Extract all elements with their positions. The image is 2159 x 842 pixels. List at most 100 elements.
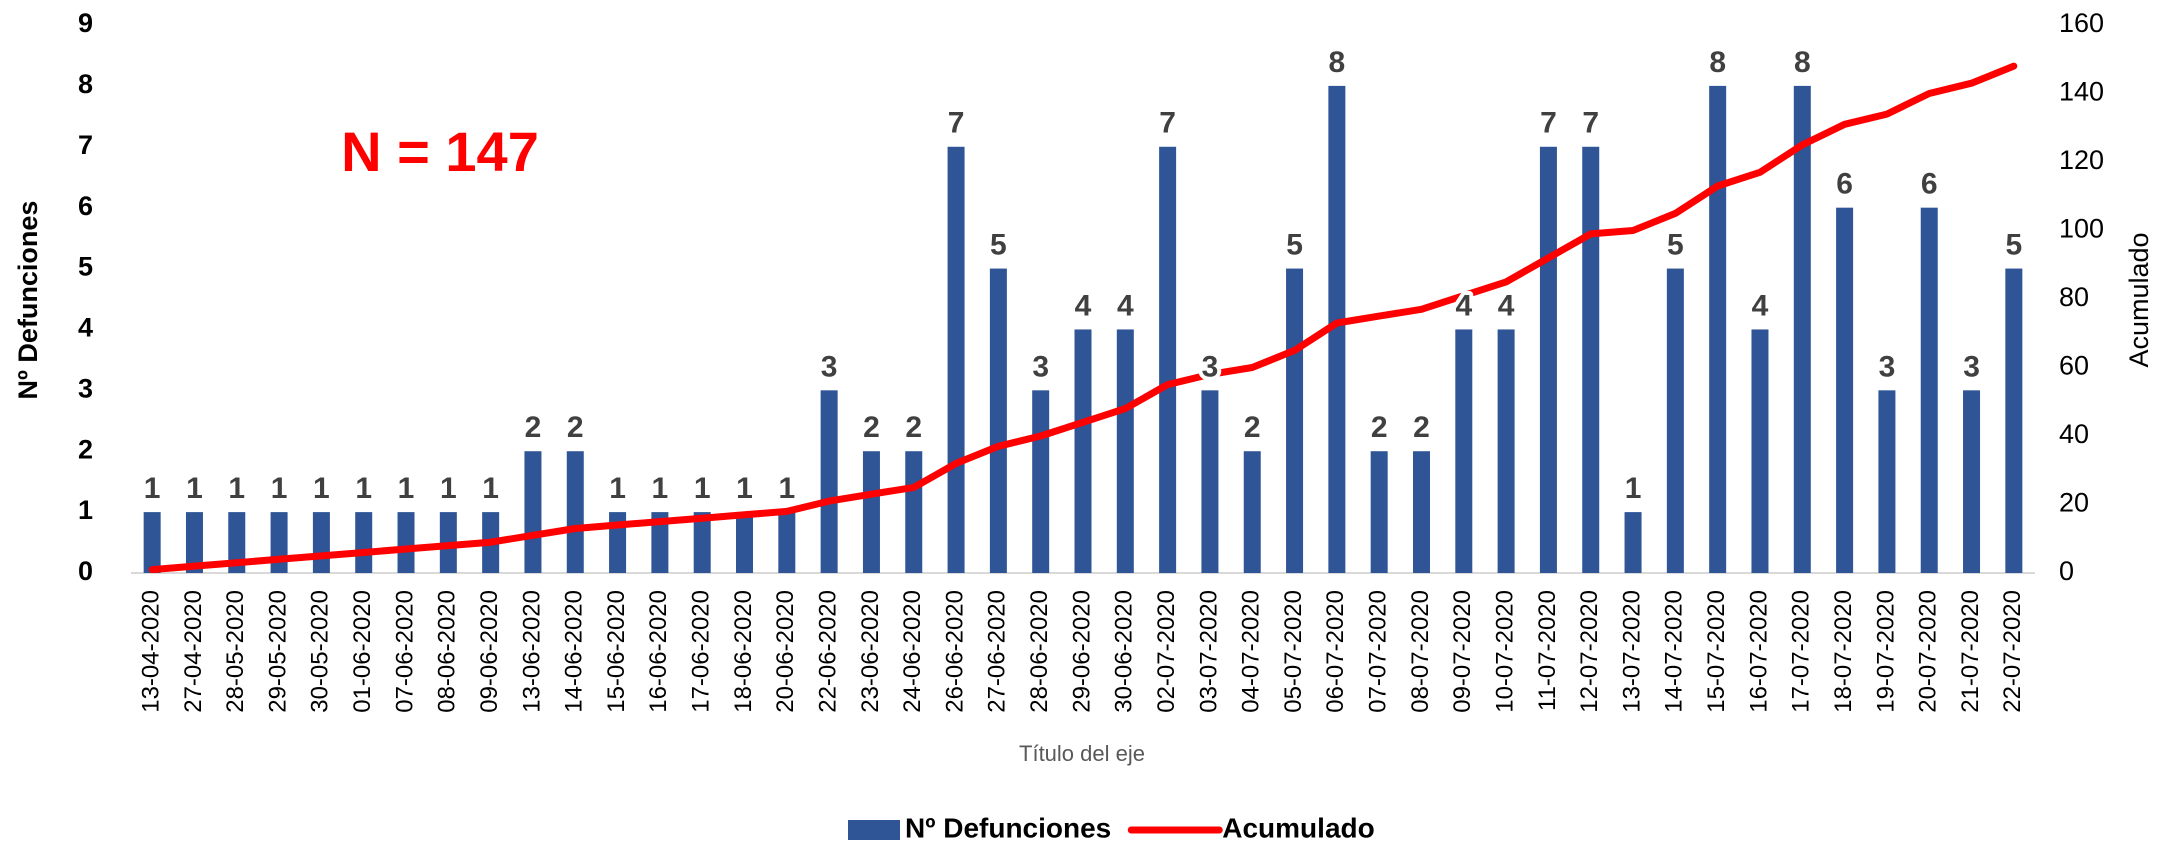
y-tick-label: 4 [78, 313, 93, 343]
bar [1412, 451, 1430, 573]
data-label: 7 [1159, 107, 1176, 140]
data-label: 3 [1202, 350, 1219, 383]
y2-tick-label: 0 [2059, 556, 2074, 586]
bar [1666, 268, 1684, 573]
data-label: 1 [271, 472, 288, 505]
bar [312, 512, 330, 573]
bar [1328, 85, 1346, 573]
y2-tick-label: 20 [2059, 488, 2089, 518]
x-tick-label: 27-06-2020 [984, 590, 1011, 713]
x-tick-label: 19-07-2020 [1872, 590, 1899, 713]
x-tick-label: 11-07-2020 [1534, 590, 1561, 711]
data-label: 2 [1244, 411, 1261, 444]
bar [524, 451, 542, 573]
y-tick-label: 7 [78, 130, 93, 160]
x-tick-label: 06-07-2020 [1322, 590, 1349, 713]
x-tick-label: 07-06-2020 [391, 590, 418, 713]
data-label: 2 [863, 411, 880, 444]
data-label: 1 [186, 472, 203, 505]
bar [1243, 451, 1261, 573]
x-tick-label: 09-07-2020 [1449, 590, 1476, 713]
y-axis-title: Nº Defunciones [13, 201, 43, 400]
x-tick-label: 26-06-2020 [941, 590, 968, 713]
bar [1878, 390, 1896, 573]
y2-tick-label: 140 [2059, 77, 2104, 107]
x-tick-label: 17-06-2020 [688, 590, 715, 713]
bar [1032, 390, 1050, 573]
data-label: 1 [652, 472, 669, 505]
data-label: 1 [1625, 472, 1642, 505]
annotation: N = 147 [341, 120, 539, 183]
x-tick-label: 28-06-2020 [1026, 590, 1053, 713]
x-tick-label: 28-05-2020 [222, 590, 249, 713]
bar [1159, 146, 1177, 573]
legend-label: Nº Defunciones [905, 812, 1111, 842]
bar [1074, 329, 1092, 573]
x-tick-label: 18-06-2020 [730, 590, 757, 713]
x-tick-label: 22-06-2020 [814, 590, 841, 713]
bar [397, 512, 415, 573]
y-tick-label: 5 [78, 252, 93, 282]
bar [862, 451, 880, 573]
line [148, 62, 2018, 574]
bar [1624, 512, 1642, 573]
bar [270, 512, 288, 573]
data-label: 1 [694, 472, 711, 505]
data-label: 8 [1709, 46, 1726, 79]
y-tick-label: 0 [78, 556, 93, 586]
bar [1793, 85, 1811, 573]
x-tick-label: 13-07-2020 [1618, 590, 1645, 713]
y2-tick-label: 160 [2059, 8, 2104, 38]
data-label: 1 [355, 472, 372, 505]
bar [1497, 329, 1515, 573]
x-tick-label: 14-06-2020 [561, 590, 588, 713]
bar [143, 512, 161, 573]
bar [1201, 390, 1219, 573]
data-label: 8 [1329, 46, 1346, 79]
data-label: 3 [821, 350, 838, 383]
x-tick-label: 30-05-2020 [307, 590, 334, 713]
data-label: 2 [567, 411, 584, 444]
x-tick-label: 29-06-2020 [1068, 590, 1095, 713]
data-label: 4 [1498, 289, 1515, 322]
data-label: 1 [144, 472, 161, 505]
x-tick-label: 14-07-2020 [1661, 590, 1688, 713]
bar [778, 512, 796, 573]
x-tick-label: 09-06-2020 [476, 590, 503, 713]
x-tick-label: 17-07-2020 [1788, 590, 1815, 713]
data-label: 1 [228, 472, 245, 505]
bar [651, 512, 669, 573]
data-label: 1 [736, 472, 753, 505]
data-label: 5 [2006, 228, 2023, 261]
y-tick-label: 8 [78, 69, 93, 99]
x-tick-label: 15-07-2020 [1703, 590, 1730, 713]
bar [1370, 451, 1388, 573]
data-label: 5 [990, 228, 1007, 261]
y-tick-label: 9 [78, 8, 93, 38]
bar [1286, 268, 1304, 573]
data-label: 6 [1836, 168, 1853, 201]
bar [820, 390, 838, 573]
x-tick-label: 23-06-2020 [857, 590, 884, 713]
bar [2005, 268, 2023, 573]
x-tick-label: 27-04-2020 [180, 590, 207, 713]
data-label: 2 [1413, 411, 1430, 444]
x-tick-label: 05-07-2020 [1280, 590, 1307, 713]
y2-tick-label: 100 [2059, 214, 2104, 244]
data-label: 4 [1455, 289, 1472, 322]
bar [228, 512, 246, 573]
bar [905, 451, 923, 573]
y-tick-label: 6 [78, 191, 93, 221]
bar [693, 512, 711, 573]
y2-tick-label: 120 [2059, 145, 2104, 175]
data-label: 1 [313, 472, 330, 505]
x-tick-label: 15-06-2020 [603, 590, 630, 713]
data-label: 3 [1963, 350, 1980, 383]
data-label: 7 [1582, 107, 1599, 140]
data-label: 4 [1752, 289, 1769, 322]
y-tick-label: 3 [78, 373, 93, 403]
bar [1836, 207, 1854, 573]
x-tick-label: 13-06-2020 [518, 590, 545, 713]
data-label: 1 [482, 472, 499, 505]
